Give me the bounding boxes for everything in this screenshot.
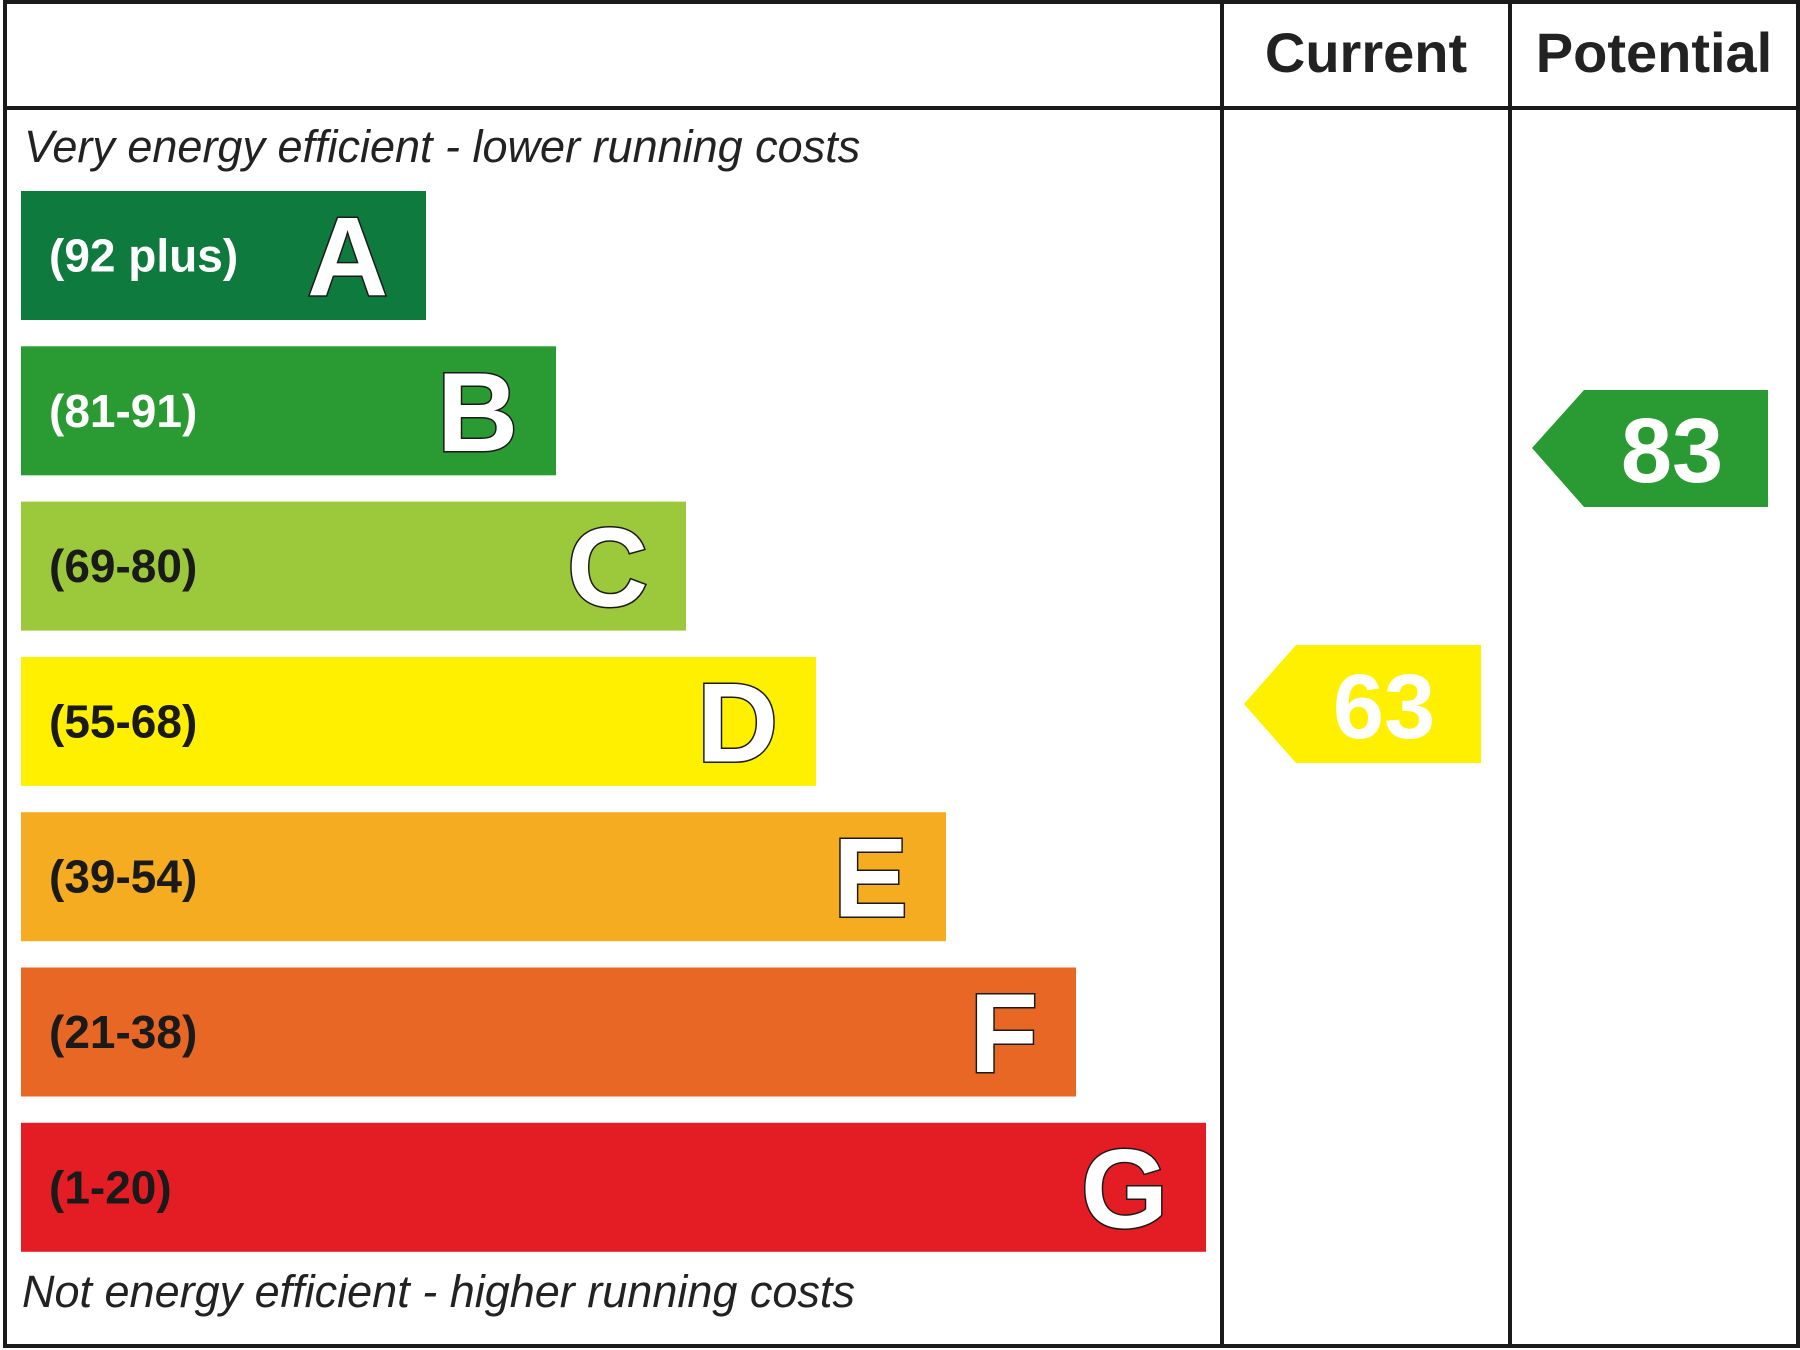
band-b-range: (81-91) bbox=[49, 385, 197, 437]
band-c-bar bbox=[21, 501, 686, 631]
band-d-letter: D bbox=[697, 660, 778, 785]
potential-score: 83 bbox=[1621, 400, 1723, 502]
bottom-caption: Not energy efficient - higher running co… bbox=[22, 1266, 855, 1317]
band-d-bar bbox=[21, 656, 816, 786]
band-b-letter: B bbox=[437, 350, 518, 475]
band-d-range: (55-68) bbox=[49, 695, 197, 747]
band-f-range: (21-38) bbox=[49, 1006, 197, 1058]
chart-frame bbox=[3, 0, 1800, 1348]
current-rating-arrow: 63 bbox=[1244, 645, 1481, 763]
band-a-range: (92 plus) bbox=[49, 230, 238, 282]
potential-rating-arrow: 83 bbox=[1532, 390, 1768, 507]
band-a-bar bbox=[21, 191, 426, 320]
top-caption: Very energy efficient - lower running co… bbox=[24, 121, 860, 172]
band-g-letter: G bbox=[1081, 1126, 1168, 1251]
potential-column-header: Potential bbox=[1536, 21, 1772, 84]
band-e-letter: E bbox=[833, 816, 908, 941]
band-b-bar bbox=[21, 346, 556, 476]
band-g-bar bbox=[21, 1122, 1206, 1252]
band-e-range: (39-54) bbox=[49, 851, 197, 903]
band-f-bar bbox=[21, 967, 1076, 1097]
band-c-letter: C bbox=[567, 505, 648, 630]
band-c-range: (69-80) bbox=[49, 540, 197, 592]
band-e-bar bbox=[21, 812, 946, 942]
band-a-letter: A bbox=[307, 195, 388, 320]
band-g-range: (1-20) bbox=[49, 1161, 172, 1213]
current-arrow-shape bbox=[1244, 645, 1481, 763]
current-score: 63 bbox=[1333, 656, 1435, 758]
current-column-header: Current bbox=[1265, 21, 1467, 84]
potential-arrow-shape bbox=[1532, 390, 1768, 507]
rating-bands: (92 plus) A (81-91) B (69-80) C (55-68) D (39-54… bbox=[21, 191, 1206, 1253]
band-f-letter: F bbox=[970, 971, 1038, 1096]
